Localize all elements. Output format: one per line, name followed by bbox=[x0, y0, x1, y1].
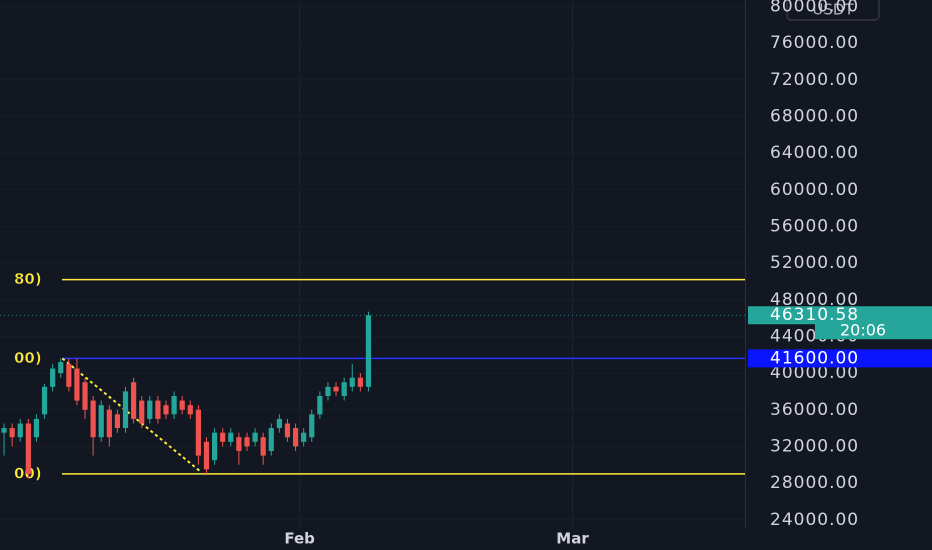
candle-body bbox=[195, 409, 201, 456]
marked-price-tag bbox=[748, 349, 932, 368]
x-tick-label: Feb bbox=[284, 530, 315, 548]
candle-body bbox=[66, 363, 72, 387]
last-price-tag bbox=[748, 306, 932, 325]
last-price-label: 46310.58 bbox=[770, 305, 859, 325]
y-tick-label: 36000.00 bbox=[770, 400, 859, 420]
y-tick-label: 80000.00 bbox=[770, 0, 859, 16]
candle-body bbox=[252, 432, 258, 442]
marked-price-label: 41600.00 bbox=[770, 348, 859, 368]
candle-body bbox=[211, 432, 218, 461]
candle-body bbox=[179, 400, 185, 410]
candle-body bbox=[228, 432, 234, 442]
level-label: 80) bbox=[14, 270, 42, 288]
candle-body bbox=[341, 382, 347, 396]
candle-body bbox=[333, 386, 339, 392]
y-tick-label: 24000.00 bbox=[770, 510, 859, 530]
candle-body bbox=[139, 400, 145, 424]
candle-body bbox=[50, 368, 56, 387]
y-tick-label: 72000.00 bbox=[770, 70, 859, 90]
candle-body bbox=[82, 382, 88, 410]
candle-body bbox=[131, 382, 137, 419]
candle-body bbox=[203, 441, 210, 470]
candle-body bbox=[301, 432, 307, 442]
candle-body bbox=[244, 437, 250, 447]
candle-body bbox=[349, 377, 355, 387]
candle-body bbox=[58, 362, 64, 374]
candle-body bbox=[357, 377, 363, 387]
y-tick-label: 32000.00 bbox=[770, 436, 859, 456]
y-tick-label: 68000.00 bbox=[770, 106, 859, 126]
candle-body bbox=[90, 400, 96, 438]
candle-body bbox=[317, 396, 323, 415]
candle-body bbox=[25, 423, 31, 474]
y-tick-label: 64000.00 bbox=[770, 143, 859, 163]
currency-button[interactable] bbox=[786, 0, 880, 21]
candle-body bbox=[365, 315, 372, 387]
y-tick-label: 56000.00 bbox=[770, 216, 859, 236]
candle-body bbox=[114, 414, 121, 429]
y-tick-label: 40000.00 bbox=[770, 363, 859, 383]
y-tick-label: 48000.00 bbox=[770, 290, 859, 310]
currency-label: USDT bbox=[812, 1, 854, 19]
y-tick-label: 60000.00 bbox=[770, 180, 859, 200]
candle-body bbox=[1, 428, 7, 433]
countdown-tag bbox=[815, 323, 932, 340]
candle-body bbox=[98, 405, 104, 438]
candle-body bbox=[220, 432, 226, 442]
candle-body bbox=[236, 437, 242, 451]
countdown-label: 20:06 bbox=[840, 321, 886, 340]
x-tick-label: Mar bbox=[556, 530, 589, 548]
candle-body bbox=[187, 405, 193, 415]
candle-body bbox=[325, 386, 331, 396]
candle-body bbox=[284, 423, 291, 438]
candle-body bbox=[9, 428, 15, 438]
candle-body bbox=[171, 396, 177, 415]
candle-body bbox=[260, 437, 266, 456]
candle-body bbox=[106, 409, 112, 438]
candle-body bbox=[17, 423, 23, 438]
level-label: 00) bbox=[14, 349, 42, 367]
candle-body bbox=[74, 368, 80, 401]
candle-body bbox=[268, 428, 274, 451]
y-tick-label: 52000.00 bbox=[770, 253, 859, 273]
candle-body bbox=[41, 386, 48, 415]
candle-body bbox=[163, 405, 169, 415]
candle-body bbox=[33, 418, 40, 438]
candle-body bbox=[309, 414, 315, 438]
y-tick-label: 28000.00 bbox=[770, 473, 859, 493]
candle-body bbox=[122, 391, 129, 429]
candle-body bbox=[276, 418, 282, 429]
candle-body bbox=[155, 400, 161, 419]
candle-body bbox=[292, 428, 299, 447]
y-tick-label: 76000.00 bbox=[770, 33, 859, 53]
candle-body bbox=[147, 400, 153, 419]
